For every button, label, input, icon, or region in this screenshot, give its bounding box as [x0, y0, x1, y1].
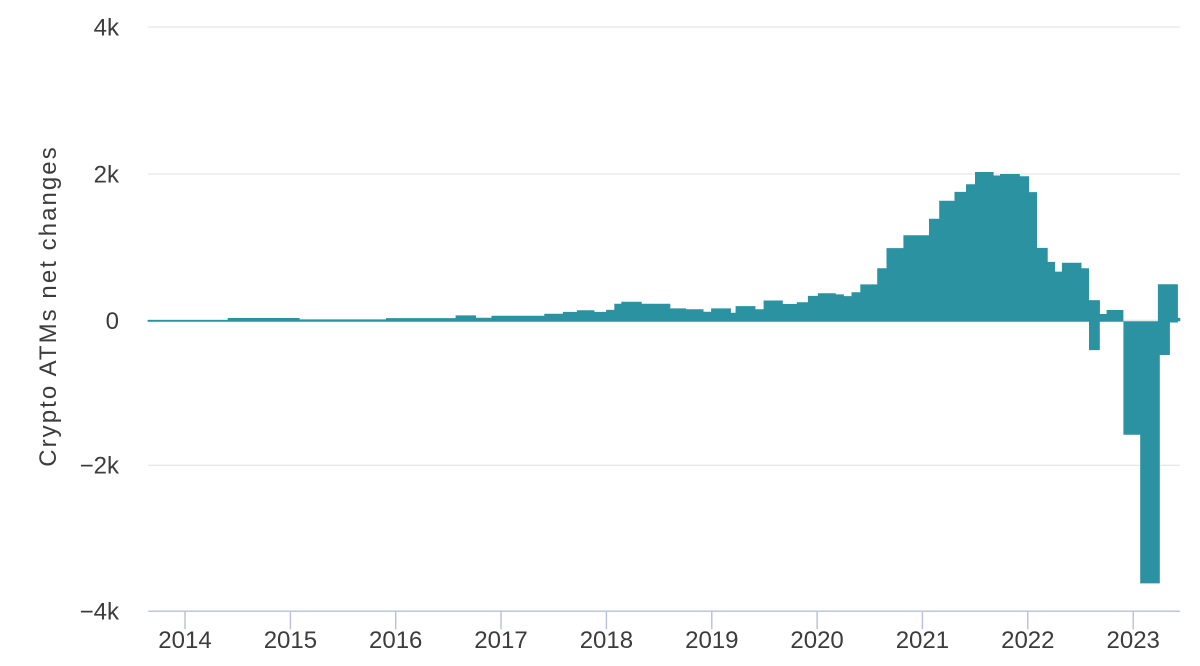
svg-text:2k: 2k [94, 162, 120, 189]
svg-text:−4k: −4k [80, 599, 120, 626]
svg-text:2014: 2014 [158, 627, 211, 654]
svg-text:Crypto ATMs net changes: Crypto ATMs net changes [35, 145, 62, 467]
svg-text:0: 0 [106, 308, 119, 335]
svg-text:2016: 2016 [369, 627, 422, 654]
svg-text:2020: 2020 [790, 627, 843, 654]
svg-text:2021: 2021 [896, 627, 949, 654]
svg-text:2018: 2018 [580, 627, 633, 654]
svg-text:2023: 2023 [1107, 627, 1160, 654]
svg-text:2017: 2017 [474, 627, 527, 654]
svg-text:2015: 2015 [264, 627, 317, 654]
svg-text:2019: 2019 [685, 627, 738, 654]
svg-text:2022: 2022 [1001, 627, 1054, 654]
svg-text:−2k: −2k [80, 453, 120, 480]
svg-text:4k: 4k [94, 15, 120, 42]
